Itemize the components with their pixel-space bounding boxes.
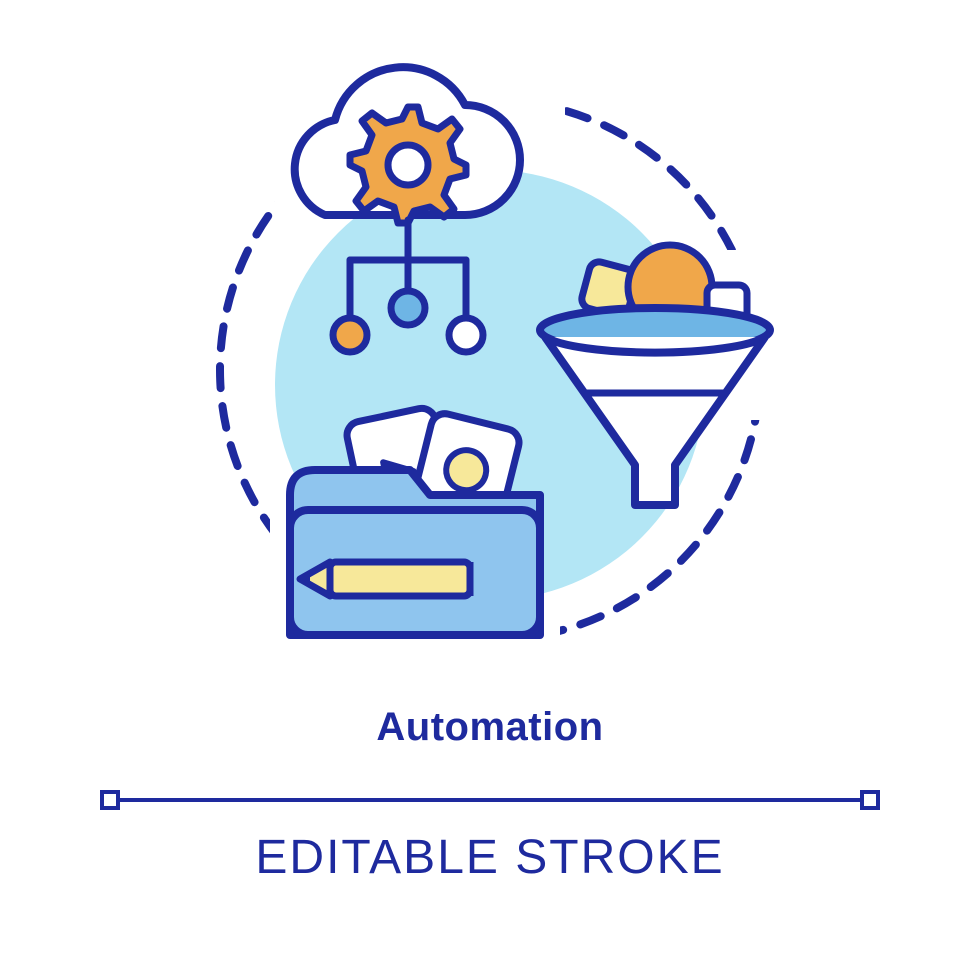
subtitle-text: EDITABLE STROKE [0,830,980,885]
title-text: Automation [0,705,980,750]
pencil-icon [300,562,470,596]
automation-illustration [180,60,800,680]
divider-line [100,790,880,810]
infographic-container: Automation EDITABLE STROKE [0,0,980,980]
